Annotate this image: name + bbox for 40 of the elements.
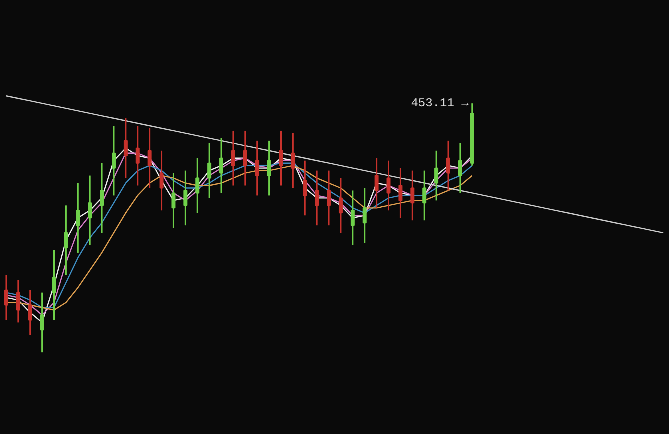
candlestick [220,138,224,194]
candlestick [243,130,248,187]
candlestick [172,172,176,229]
candlestick [136,125,140,187]
candlestick [16,280,20,324]
annotation: 453.11 → [411,96,470,111]
candlestick [64,204,68,276]
candlestick [338,178,343,234]
candlestick [422,170,427,222]
candlestick [446,140,450,192]
candlestick [327,170,332,226]
candlestick [4,274,8,321]
candlestick [88,175,92,246]
candlestick [386,160,391,212]
candlestick [184,170,188,226]
candlestick [279,130,284,187]
candlestick [148,128,152,189]
candlestick [124,118,128,180]
candlestick [196,158,200,214]
candlestick [362,187,367,244]
candlestick [112,125,116,196]
candlestick [231,130,236,187]
candlestick [255,140,260,196]
candlestick [28,290,32,336]
candlestick [76,182,80,254]
candlestick [160,150,164,212]
candlestick [315,170,320,226]
candlestick [303,160,308,216]
candlestick [350,190,355,246]
candlestick [398,168,403,219]
candlestick [291,132,296,189]
candlestick [434,150,439,202]
candlestick [52,250,56,321]
candlestick [410,170,415,222]
candlestick [100,162,104,234]
candlestick [374,158,379,209]
candlestick [208,142,212,199]
candlestick [40,292,44,354]
candlestick [267,140,272,196]
candlestick [458,142,462,194]
